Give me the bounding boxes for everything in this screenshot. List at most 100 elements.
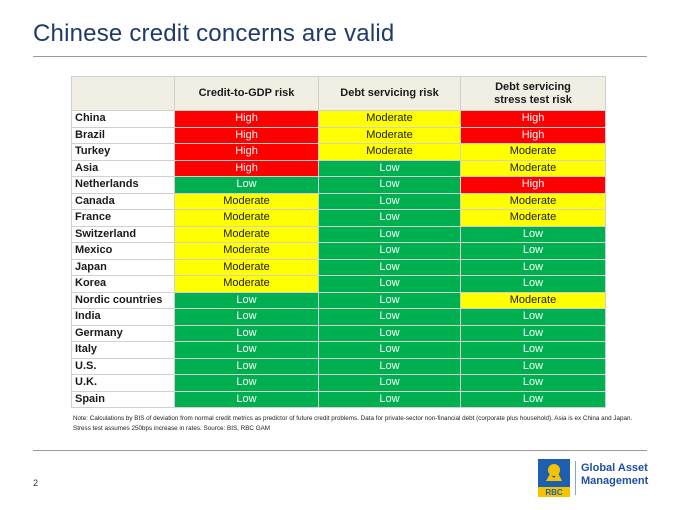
country-cell: Brazil xyxy=(71,126,175,144)
risk-cell: Low xyxy=(174,357,319,375)
country-cell: Japan xyxy=(71,258,175,276)
risk-cell: Moderate xyxy=(318,126,461,144)
risk-cell: Moderate xyxy=(174,242,319,260)
risk-cell: Moderate xyxy=(460,192,606,210)
risk-cell: Low xyxy=(318,291,461,309)
table-row: Brazil High Moderate High xyxy=(71,126,606,144)
column-header: Credit-to-GDP risk xyxy=(174,76,319,111)
table-row: Italy Low Low Low xyxy=(71,341,606,359)
country-cell: France xyxy=(71,209,175,227)
table-row: Germany Low Low Low xyxy=(71,324,606,342)
risk-cell: Low xyxy=(174,176,319,194)
slide-title: Chinese credit concerns are valid xyxy=(33,20,395,47)
logo-line-1: Global Asset xyxy=(581,462,648,474)
country-cell: Netherlands xyxy=(71,176,175,194)
risk-cell: Low xyxy=(174,390,319,408)
risk-cell: High xyxy=(174,110,319,128)
footnote: Note: Calculations by BIS of deviation f… xyxy=(73,415,633,432)
risk-cell: Low xyxy=(460,242,606,260)
risk-cell: Low xyxy=(318,192,461,210)
risk-cell: Moderate xyxy=(174,192,319,210)
risk-cell: Low xyxy=(318,275,461,293)
logo-mark-text: RBC xyxy=(545,488,563,497)
footer-divider xyxy=(33,450,647,451)
risk-cell: Low xyxy=(318,341,461,359)
table-header-row: Credit-to-GDP risk Debt servicing risk D… xyxy=(71,76,606,111)
table-row: Spain Low Low Low xyxy=(71,390,606,408)
column-header-label: Debt servicing stress test risk xyxy=(494,80,572,106)
risk-cell: Low xyxy=(318,390,461,408)
risk-cell: Low xyxy=(318,324,461,342)
risk-cell: Low xyxy=(460,357,606,375)
table-row: Switzerland Moderate Low Low xyxy=(71,225,606,243)
risk-cell: Moderate xyxy=(460,209,606,227)
logo-line-2: Management xyxy=(581,475,649,487)
title-divider xyxy=(33,56,647,57)
risk-cell: Low xyxy=(318,374,461,392)
risk-cell: Low xyxy=(460,341,606,359)
risk-cell: High xyxy=(460,110,606,128)
table-row: U.S. Low Low Low xyxy=(71,357,606,375)
logo-text: Global Asset Management xyxy=(581,462,648,488)
risk-cell: Moderate xyxy=(318,110,461,128)
risk-cell: Low xyxy=(460,275,606,293)
table-row: France Moderate Low Moderate xyxy=(71,209,606,227)
table-row: Turkey High Moderate Moderate xyxy=(71,143,606,161)
country-cell: Mexico xyxy=(71,242,175,260)
table-row: Mexico Moderate Low Low xyxy=(71,242,606,260)
risk-cell: Low xyxy=(318,176,461,194)
risk-cell: High xyxy=(174,159,319,177)
table-row: U.K. Low Low Low xyxy=(71,374,606,392)
risk-cell: Low xyxy=(318,308,461,326)
risk-cell: Low xyxy=(318,159,461,177)
country-cell: China xyxy=(71,110,175,128)
rbc-gam-logo: RBC Global Asset Management xyxy=(538,459,650,499)
rbc-lion-shield-icon: RBC xyxy=(538,459,570,497)
table-header-corner xyxy=(71,76,175,111)
country-cell: Spain xyxy=(71,390,175,408)
table-row: China High Moderate High xyxy=(71,110,606,128)
country-cell: Italy xyxy=(71,341,175,359)
table-row: Netherlands Low Low High xyxy=(71,176,606,194)
country-cell: U.K. xyxy=(71,374,175,392)
risk-cell: Low xyxy=(460,374,606,392)
table-row: Nordic countries Low Low Moderate xyxy=(71,291,606,309)
risk-cell: Low xyxy=(174,374,319,392)
risk-cell: Moderate xyxy=(174,275,319,293)
risk-cell: Moderate xyxy=(460,291,606,309)
column-header: Debt servicing stress test risk xyxy=(460,76,606,111)
country-cell: Germany xyxy=(71,324,175,342)
country-cell: Switzerland xyxy=(71,225,175,243)
risk-cell: Moderate xyxy=(318,143,461,161)
country-cell: U.S. xyxy=(71,357,175,375)
country-cell: Turkey xyxy=(71,143,175,161)
table-row: India Low Low Low xyxy=(71,308,606,326)
country-cell: Asia xyxy=(71,159,175,177)
risk-cell: Low xyxy=(318,225,461,243)
risk-cell: Moderate xyxy=(174,209,319,227)
table-row: Asia High Low Moderate xyxy=(71,159,606,177)
risk-cell: High xyxy=(174,126,319,144)
country-cell: India xyxy=(71,308,175,326)
column-header: Debt servicing risk xyxy=(318,76,461,111)
table-body: China High Moderate High Brazil High Moderate H… xyxy=(71,110,606,408)
risk-cell: Moderate xyxy=(460,159,606,177)
country-cell: Korea xyxy=(71,275,175,293)
risk-cell: Moderate xyxy=(460,143,606,161)
table-row: Canada Moderate Low Moderate xyxy=(71,192,606,210)
risk-cell: Low xyxy=(460,225,606,243)
table-row: Korea Moderate Low Low xyxy=(71,275,606,293)
risk-cell: High xyxy=(460,126,606,144)
page-number: 2 xyxy=(33,478,39,488)
risk-cell: Low xyxy=(318,258,461,276)
risk-cell: Low xyxy=(174,308,319,326)
risk-cell: Low xyxy=(460,258,606,276)
risk-cell: High xyxy=(460,176,606,194)
risk-cell: Low xyxy=(174,291,319,309)
risk-cell: Low xyxy=(318,242,461,260)
risk-cell: Low xyxy=(318,357,461,375)
risk-cell: Low xyxy=(460,390,606,408)
risk-cell: Moderate xyxy=(174,225,319,243)
country-cell: Nordic countries xyxy=(71,291,175,309)
logo-divider xyxy=(575,461,576,495)
